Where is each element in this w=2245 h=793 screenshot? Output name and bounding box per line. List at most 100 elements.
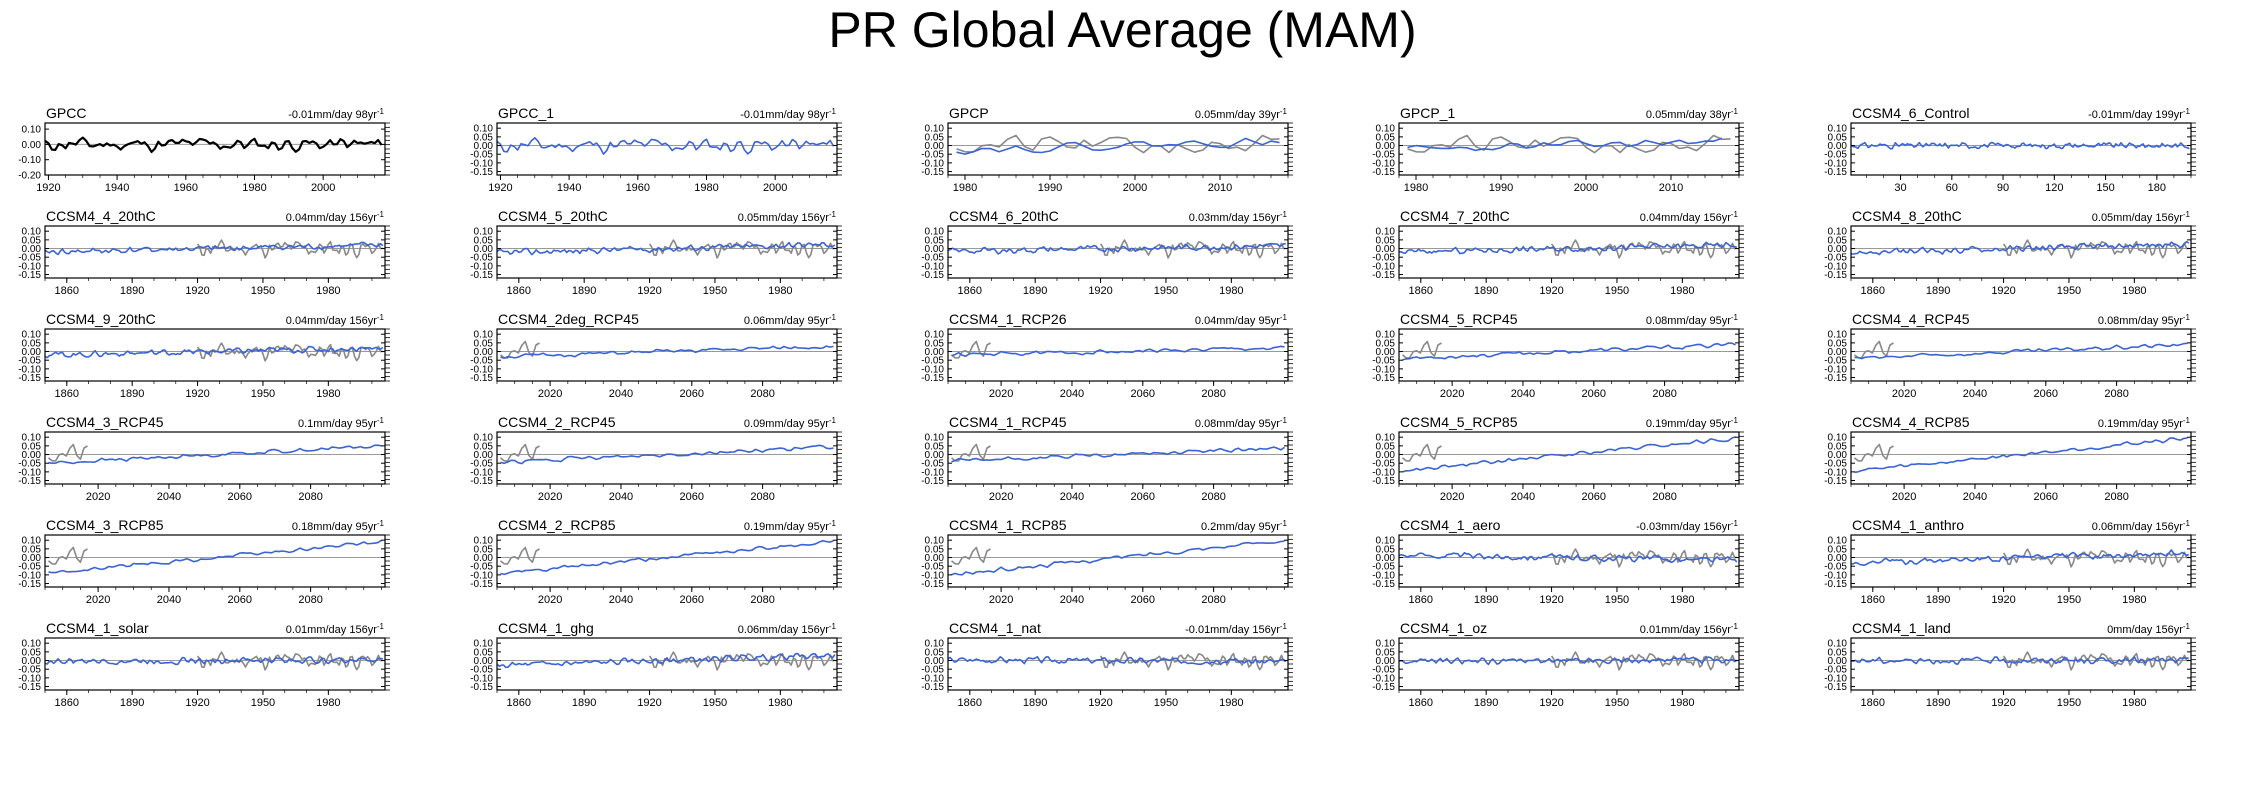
y-tick-label: 0.05 [474,544,494,555]
trend-label: 0.2mm/day 95yr-1 [1201,519,1288,533]
y-tick-label: 0.10 [1376,536,1396,547]
x-tick-label: 1980 [316,697,340,709]
y-tick-label: 0.00 [1828,347,1848,358]
y-tick-label: -0.05 [1824,356,1847,367]
x-tick-label: 2040 [1511,491,1535,503]
trend-label: 0.05mm/day 156yr-1 [2092,210,2191,224]
x-tick-label: 1950 [1605,285,1629,297]
y-tick-label: -0.05 [470,459,493,470]
y-tick-label: -0.05 [470,150,493,161]
x-tick-label: 2020 [538,594,562,606]
y-tick-label: 0.10 [22,330,42,341]
x-tick-label: 2020 [86,491,110,503]
x-tick-label: 90 [1997,182,2009,194]
y-tick-label: -0.10 [1372,261,1395,272]
series-line-model [1398,656,1738,666]
panel-title: CCSM4_6_20thC [949,208,1059,224]
y-tick-label: -0.05 [921,253,944,264]
x-tick-label: 2040 [157,594,181,606]
chart-panel-21: CCSM4_2_RCP85 0.19mm/day 95yr-1 -0.15-0.10… [470,517,842,606]
chart-panel-28: CCSM4_1_oz 0.01mm/day 156yr-1 -0.15-0.10-0… [1372,620,1744,709]
x-tick-label: 1980 [2122,697,2146,709]
x-tick-label: 2040 [609,491,633,503]
x-tick-label: 1980 [1404,182,1428,194]
x-tick-label: 1950 [1605,697,1629,709]
series-line-model [1850,141,2190,150]
trend-label: 0.19mm/day 95yr-1 [1646,416,1739,430]
x-tick-label: 1950 [2057,697,2081,709]
y-tick-label: 0.05 [1828,338,1848,349]
trend-exponent: -1 [1731,313,1739,322]
trend-label: 0.01mm/day 156yr-1 [1640,622,1739,636]
x-tick-label: 1920 [1088,697,1112,709]
y-tick-label: -0.10 [921,673,944,684]
series-line-model [1398,241,1738,255]
y-tick-label: -0.15 [18,579,41,590]
x-tick-label: 1980 [768,697,792,709]
trend-exponent: -1 [377,519,385,528]
chart-panel-8: CCSM4_7_20thC 0.04mm/day 156yr-1 -0.15-0.1… [1372,208,1744,297]
x-tick-label: 2020 [86,594,110,606]
y-tick-label: 0.10 [474,433,494,444]
x-tick-label: 2060 [680,388,704,400]
x-tick-label: 2040 [1060,491,1084,503]
trend-label: -0.01mm/day 156yr-1 [1185,622,1287,636]
x-tick-label: 1860 [958,697,982,709]
y-tick-label: -0.15 [18,476,41,487]
plot-frame [1398,328,1740,382]
series-line-reference [1401,340,1442,359]
x-tick-label: 1940 [105,182,129,194]
series-line-model [496,652,836,669]
y-tick-label: 0.10 [925,124,945,135]
y-tick-label: -0.05 [470,356,493,367]
y-tick-label: 0.05 [474,441,494,452]
y-tick-label: 0.00 [925,656,945,667]
x-tick-label: 2060 [1131,388,1155,400]
y-tick-label: -0.15 [1824,682,1847,693]
x-tick-label: 2080 [750,388,774,400]
x-tick-label: 2060 [680,491,704,503]
y-tick-label: 0.05 [925,441,945,452]
y-tick-label: 0.00 [1376,450,1396,461]
y-tick-label: 0.10 [1828,124,1848,135]
plot-frame [496,431,838,485]
y-tick-label: 0.10 [1828,433,1848,444]
x-tick-label: 1890 [1926,697,1950,709]
y-tick-label: 0.00 [925,244,945,255]
y-tick-label: -0.10 [18,673,41,684]
y-tick-label: -0.10 [921,467,944,478]
panel-title: CCSM4_5_20thC [498,208,608,224]
trend-label: 0.08mm/day 95yr-1 [1646,313,1739,327]
x-tick-label: 60 [1946,182,1958,194]
y-tick-label: -0.10 [1824,158,1847,169]
plot-frame [44,637,386,691]
y-tick-label: -0.15 [18,682,41,693]
trend-exponent: -1 [829,622,837,631]
trend-label: -0.03mm/day 156yr-1 [1636,519,1738,533]
trend-label: 0.01mm/day 156yr-1 [286,622,385,636]
x-tick-label: 1980 [1219,285,1243,297]
y-tick-label: -0.10 [18,155,41,166]
y-tick-label: 0.10 [1828,639,1848,650]
panel-title: CCSM4_5_RCP45 [1400,311,1518,327]
y-tick-label: 0.05 [1828,132,1848,143]
trend-label: -0.01mm/day 199yr-1 [2088,107,2190,121]
series-line-model [1407,137,1723,152]
x-tick-label: 1860 [55,697,79,709]
y-tick-label: -0.10 [1372,158,1395,169]
plot-frame [44,534,386,588]
series-line-model [947,242,1286,255]
x-tick-label: 1950 [2057,285,2081,297]
x-tick-label: 2020 [989,388,1013,400]
panel-title: CCSM4_6_Control [1852,105,1970,121]
y-tick-label: -0.05 [1372,459,1395,470]
y-tick-label: 0.00 [925,141,945,152]
series-line-reference [47,546,88,565]
panel-title: GPCC_1 [498,105,554,121]
series-line-model [1402,435,1736,473]
y-tick-label: 0.10 [1828,330,1848,341]
y-tick-label: -0.15 [18,373,41,384]
series-line-model [44,656,383,666]
y-tick-label: 0.05 [1828,544,1848,555]
